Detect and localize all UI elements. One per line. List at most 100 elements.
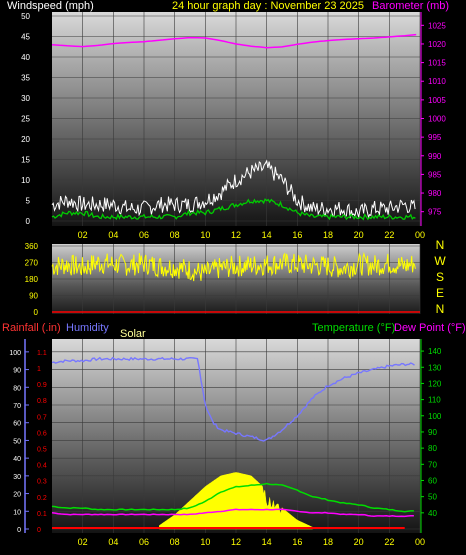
wind-tick-label: 20	[21, 135, 30, 144]
barometer-tick-label: 1000	[428, 115, 446, 124]
solar-title: Solar	[120, 328, 146, 340]
barometer-tick-label: 995	[428, 133, 442, 142]
rainfall-tick-label: 0.1	[37, 511, 47, 518]
time-tick-label: 16	[292, 537, 302, 547]
humidity-tick-label: 30	[13, 474, 21, 481]
direction-tick-label: 270	[25, 259, 39, 268]
rainfall-tick-label: 0.4	[37, 463, 47, 470]
direction-chart-series	[51, 251, 420, 313]
temperature-tick-label: 80	[428, 444, 437, 453]
time-tick-label: 06	[139, 537, 149, 547]
wind-tick-label: 15	[21, 156, 30, 165]
temp-time-axis: 02 04 06 08 10 12 14 16 18 20 22 00	[78, 537, 425, 547]
humidity-tick-label: 60	[13, 421, 21, 428]
temperature-tick-label: 110	[428, 396, 441, 405]
compass-label: W	[434, 254, 446, 268]
temperature-tick-label: 60	[428, 476, 437, 485]
rainfall-tick-label: 0.2	[37, 495, 47, 502]
humidity-tick-label: 70	[13, 403, 21, 410]
solar-area	[159, 472, 313, 530]
time-tick-label: 04	[108, 230, 118, 240]
wind-tick-label: 50	[21, 12, 30, 21]
temperature-tick-label: 120	[428, 379, 442, 388]
rainfall-tick-label: 0	[37, 527, 41, 534]
compass-label: N	[436, 238, 445, 252]
barometer-tick-label: 980	[428, 189, 442, 198]
time-tick-label: 20	[354, 230, 364, 240]
wind-tick-label: 5	[26, 197, 31, 206]
barometer-axis: 975 980 985 990 995 1000 1005 1010 1015 1020 1025	[420, 12, 446, 226]
time-tick-label: 20	[354, 537, 364, 547]
barometer-tick-label: 975	[428, 208, 442, 217]
rainfall-title: Rainfall (.in)	[2, 322, 61, 334]
time-tick-label: 02	[78, 230, 88, 240]
temperature-tick-label: 50	[428, 493, 437, 502]
temperature-axis: 40 50 60 70 80 90 100 110 120 130 140	[420, 339, 442, 533]
wind-time-axis: 02 04 06 08 10 12 14 16 18 20 22 00	[78, 230, 425, 240]
time-tick-label: 18	[323, 537, 333, 547]
humidity-tick-label: 0	[17, 527, 21, 534]
temperature-tick-label: 90	[428, 428, 437, 437]
barometer-line	[51, 33, 417, 49]
wind-axis-title: Windspeed (mph)	[7, 0, 94, 12]
barometer-axis-title: Barometer (mb)	[372, 0, 449, 12]
time-tick-label: 14	[262, 230, 272, 240]
barometer-tick-label: 1025	[428, 21, 446, 30]
temperature-title: Temperature (°F)	[312, 322, 395, 334]
temp-chart-grid	[52, 339, 421, 533]
rainfall-tick-label: 0.7	[37, 414, 47, 421]
temperature-line	[51, 482, 414, 513]
humidity-tick-label: 90	[13, 368, 21, 375]
humidity-title: Humidity	[66, 322, 109, 334]
humidity-tick-label: 10	[13, 509, 21, 516]
time-tick-label: 08	[170, 230, 180, 240]
time-tick-label: 00	[415, 537, 425, 547]
wind-axis: 0 5 10 15 20 25 30 35 40 45 50	[21, 12, 30, 226]
wind-tick-label: 35	[21, 74, 30, 83]
time-tick-label: 04	[108, 537, 118, 547]
time-tick-label: 08	[170, 537, 180, 547]
compass-label: N	[436, 302, 445, 316]
time-tick-label: 18	[323, 230, 333, 240]
rainfall-axis: 0 0.1 0.2 0.3 0.4 0.5 0.6 0.7 0.8 0.9 1 1.1	[37, 350, 47, 534]
temperature-tick-label: 140	[428, 347, 442, 356]
barometer-tick-label: 1010	[428, 77, 446, 86]
temperature-tick-label: 70	[428, 460, 437, 469]
wind-chart-grid	[52, 12, 421, 226]
wind-direction-line	[51, 251, 416, 282]
humidity-tick-label: 80	[13, 385, 21, 392]
direction-tick-label: 180	[25, 275, 39, 284]
graph-date-title: 24 hour graph day : November 23 2025	[172, 0, 364, 12]
time-tick-label: 22	[384, 230, 394, 240]
humidity-tick-label: 20	[13, 492, 21, 499]
wind-tick-label: 40	[21, 53, 30, 62]
time-tick-label: 02	[78, 537, 88, 547]
rainfall-tick-label: 0.9	[37, 382, 47, 389]
rainfall-tick-label: 0.8	[37, 398, 47, 405]
wind-tick-label: 30	[21, 94, 30, 103]
wind-tick-label: 0	[26, 217, 31, 226]
humidity-tick-label: 40	[13, 456, 21, 463]
temp-chart-series	[51, 356, 415, 530]
wind-tick-label: 25	[21, 115, 30, 124]
compass-label: E	[436, 286, 444, 300]
time-tick-label: 10	[200, 537, 210, 547]
direction-tick-label: 90	[29, 292, 38, 301]
humidity-line	[51, 356, 415, 442]
temperature-tick-label: 130	[428, 363, 442, 372]
humidity-tick-label: 100	[9, 350, 21, 357]
wind-gust-line	[51, 159, 416, 219]
temperature-tick-label: 40	[428, 509, 437, 518]
time-tick-label: 00	[415, 230, 425, 240]
humidity-tick-label: 50	[13, 438, 21, 445]
barometer-tick-label: 1020	[428, 40, 446, 49]
direction-tick-label: 0	[34, 308, 39, 317]
time-tick-label: 10	[200, 230, 210, 240]
dewpoint-title: Dew Point (°F)	[394, 322, 466, 334]
time-tick-label: 14	[262, 537, 272, 547]
barometer-tick-label: 1015	[428, 59, 446, 68]
dew-point-line	[51, 508, 414, 518]
temperature-tick-label: 100	[428, 412, 442, 421]
rainfall-tick-label: 0.5	[37, 446, 47, 453]
